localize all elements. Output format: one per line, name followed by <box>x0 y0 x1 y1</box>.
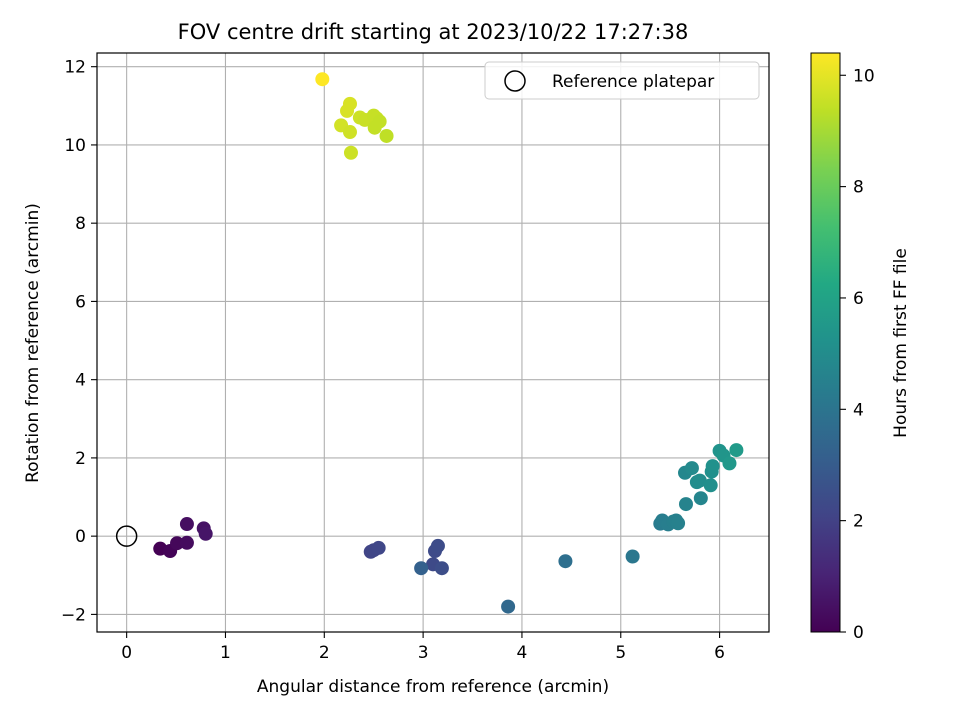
x-tick-label: 6 <box>714 643 725 663</box>
data-point <box>729 443 744 458</box>
y-tick-label: −2 <box>61 605 86 625</box>
reference-marker-layer <box>115 525 138 547</box>
x-tick-label: 0 <box>121 643 132 663</box>
data-point <box>342 96 357 111</box>
y-tick-label: 4 <box>75 371 86 391</box>
data-point <box>342 125 357 140</box>
data-point <box>179 517 194 532</box>
x-tick-label: 5 <box>615 643 626 663</box>
data-point <box>692 473 707 488</box>
colorbar-tick-label: 6 <box>853 289 864 309</box>
legend-box <box>484 61 760 100</box>
x-tick-label: 2 <box>319 643 330 663</box>
y-axis-ticks: −2 0 2 4 6 8 10 12 <box>61 58 97 625</box>
data-point <box>693 491 708 506</box>
y-tick-label: 12 <box>64 58 86 78</box>
data-point <box>315 72 330 87</box>
data-point <box>705 459 720 474</box>
data-point <box>558 554 573 569</box>
x-tick-label: 4 <box>517 643 528 663</box>
data-point <box>343 145 358 160</box>
y-tick-label: 2 <box>75 449 86 469</box>
y-tick-label: 6 <box>75 292 86 312</box>
data-point <box>625 549 640 564</box>
data-point <box>414 561 429 576</box>
y-tick-label: 8 <box>75 214 86 234</box>
colorbar-label: Hours from first FF file <box>891 248 911 438</box>
grid-lines <box>97 53 769 632</box>
data-point <box>703 478 718 493</box>
colorbar-tick-label: 4 <box>853 400 864 420</box>
colorbar-tick-label: 10 <box>853 66 875 86</box>
legend-reference-marker <box>504 70 526 92</box>
legend-label: Reference platepar <box>552 72 714 92</box>
data-point <box>671 516 686 531</box>
data-point <box>430 538 445 553</box>
colorbar <box>810 52 841 633</box>
colorbar-tick-label: 0 <box>853 623 864 643</box>
x-tick-label: 1 <box>220 643 231 663</box>
data-point <box>179 535 194 550</box>
data-point <box>379 128 394 143</box>
y-axis-label: Rotation from reference (arcmin) <box>23 203 43 483</box>
colorbar-ticks: 0 2 4 6 8 10 <box>840 66 875 643</box>
y-tick-label: 10 <box>64 136 86 156</box>
chart-title: FOV centre drift starting at 2023/10/22 … <box>178 20 689 44</box>
data-point <box>684 461 699 476</box>
data-point <box>170 536 185 551</box>
data-points <box>153 72 744 614</box>
x-tick-label: 3 <box>418 643 429 663</box>
data-point <box>501 599 516 614</box>
colorbar-tick-label: 2 <box>853 512 864 532</box>
x-axis-ticks: 0 1 2 3 4 5 6 <box>121 632 725 663</box>
data-point <box>722 456 737 471</box>
data-point <box>372 114 387 129</box>
x-axis-label: Angular distance from reference (arcmin) <box>257 677 609 697</box>
data-point <box>371 540 386 555</box>
data-point <box>678 497 693 512</box>
y-tick-label: 0 <box>75 527 86 547</box>
legend: Reference platepar <box>484 61 760 100</box>
colorbar-tick-label: 8 <box>853 178 864 198</box>
data-point <box>434 561 449 576</box>
data-point <box>198 526 213 541</box>
reference-platepar-marker <box>115 525 138 547</box>
plot-frame <box>96 52 770 633</box>
